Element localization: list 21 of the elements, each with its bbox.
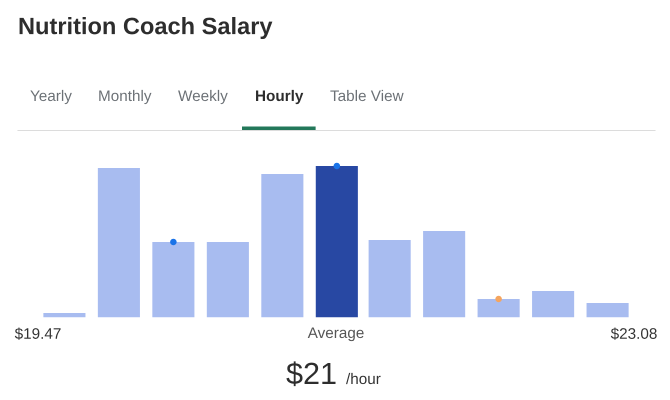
bar — [316, 166, 358, 318]
bar — [261, 174, 304, 318]
text: Hourly — [256, 90, 304, 104]
bar — [152, 242, 194, 318]
x-tick-label: $23.08 — [610, 327, 657, 340]
bar — [532, 290, 574, 318]
text: Monthly — [99, 90, 152, 104]
text: Yearly — [30, 90, 72, 104]
bar — [423, 231, 466, 318]
text: Weekly — [178, 90, 228, 104]
x-tick-label: $19.47 — [14, 327, 61, 340]
text: $21 — [286, 361, 336, 386]
text: Average — [308, 327, 364, 342]
text: /hour — [346, 372, 381, 384]
bar — [206, 242, 249, 318]
chart-title: Nutrition Coach Salary — [20, 16, 272, 40]
bar — [586, 302, 629, 318]
bar — [98, 168, 140, 318]
bar — [368, 240, 411, 318]
text: Table View — [330, 90, 404, 102]
bar — [478, 299, 520, 318]
